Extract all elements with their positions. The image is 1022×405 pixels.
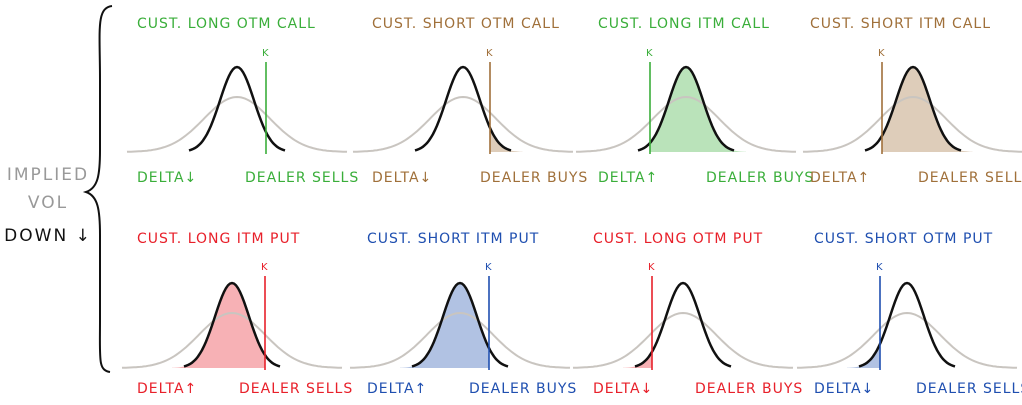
shaded-area bbox=[490, 127, 523, 152]
panel-title: CUST. SHORT OTM PUT bbox=[814, 231, 994, 247]
side-label-down: DOWN ↓ bbox=[4, 226, 92, 246]
delta-label: DELTA↑ bbox=[810, 170, 871, 186]
panel-title: CUST. SHORT OTM CALL bbox=[372, 16, 560, 32]
wide-distribution-curve bbox=[121, 311, 343, 369]
narrow-distribution-curve bbox=[864, 65, 962, 152]
panel-4 bbox=[802, 62, 1022, 154]
wide-distribution-curve bbox=[802, 95, 1022, 153]
curly-brace bbox=[82, 5, 113, 373]
panel-8 bbox=[796, 276, 1018, 370]
shaded-area bbox=[882, 67, 973, 152]
shaded-area bbox=[623, 353, 652, 368]
panel-title: CUST. LONG OTM PUT bbox=[593, 231, 764, 247]
narrow-distribution-curve bbox=[183, 281, 281, 368]
delta-label: DELTA↑ bbox=[137, 381, 198, 397]
dealer-label: DEALER SELLS bbox=[918, 170, 1022, 186]
panel-3 bbox=[575, 62, 797, 154]
delta-label: DELTA↑ bbox=[598, 170, 659, 186]
delta-label: DELTA↓ bbox=[372, 170, 433, 186]
panel-1 bbox=[126, 62, 348, 154]
narrow-distribution-curve bbox=[188, 65, 286, 152]
dealer-label: DEALER BUYS bbox=[480, 170, 589, 186]
panel-title: CUST. SHORT ITM PUT bbox=[367, 231, 540, 247]
delta-label: DELTA↑ bbox=[367, 381, 428, 397]
panel-title: CUST. LONG ITM PUT bbox=[137, 231, 301, 247]
wide-distribution-curve bbox=[796, 311, 1018, 369]
panel-title: CUST. SHORT ITM CALL bbox=[810, 16, 992, 32]
dealer-label: DEALER SELLS bbox=[239, 381, 354, 397]
shaded-area bbox=[172, 283, 265, 368]
panel-5 bbox=[121, 276, 343, 370]
shaded-area bbox=[650, 67, 746, 152]
wide-distribution-curve bbox=[126, 95, 348, 153]
strike-label: K bbox=[262, 48, 270, 59]
panel-6 bbox=[349, 276, 571, 370]
dealer-label: DEALER SELLS bbox=[245, 170, 360, 186]
panel-title: CUST. LONG ITM CALL bbox=[598, 16, 770, 32]
wide-distribution-curve bbox=[572, 311, 794, 369]
strike-label: K bbox=[648, 262, 656, 273]
delta-label: DELTA↓ bbox=[814, 381, 875, 397]
strike-label: K bbox=[261, 262, 269, 273]
strike-label: K bbox=[485, 262, 493, 273]
wide-distribution-curve bbox=[349, 311, 571, 369]
side-label-vol: VOL bbox=[27, 193, 69, 213]
dealer-label: DEALER BUYS bbox=[706, 170, 815, 186]
strike-label: K bbox=[878, 48, 886, 59]
side-label-implied: IMPLIED bbox=[6, 165, 90, 185]
strike-label: K bbox=[646, 48, 654, 59]
shaded-area bbox=[400, 283, 489, 368]
dealer-label: DEALER BUYS bbox=[695, 381, 804, 397]
narrow-distribution-curve bbox=[414, 65, 512, 152]
wide-distribution-curve bbox=[575, 95, 797, 153]
strike-label: K bbox=[486, 48, 494, 59]
panel-2 bbox=[352, 62, 574, 154]
panel-7 bbox=[572, 276, 794, 370]
wide-distribution-curve bbox=[352, 95, 574, 153]
narrow-distribution-curve bbox=[634, 281, 732, 368]
shaded-area bbox=[847, 346, 880, 368]
strike-label: K bbox=[876, 262, 884, 273]
panel-title: CUST. LONG OTM CALL bbox=[137, 16, 316, 32]
dealer-label: DEALER SELLS bbox=[916, 381, 1022, 397]
delta-label: DELTA↓ bbox=[137, 170, 198, 186]
narrow-distribution-curve bbox=[858, 281, 956, 368]
dealer-label: DEALER BUYS bbox=[469, 381, 578, 397]
narrow-distribution-curve bbox=[637, 65, 735, 152]
narrow-distribution-curve bbox=[411, 281, 509, 368]
delta-label: DELTA↓ bbox=[593, 381, 654, 397]
